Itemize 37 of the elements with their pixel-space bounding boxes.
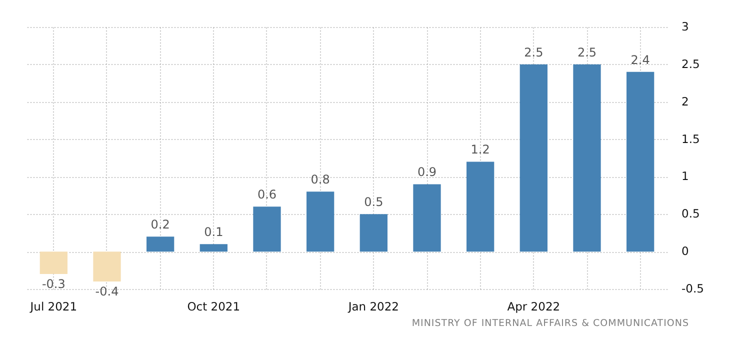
data-label: 1.2 [470, 142, 490, 157]
x-tick-label: Apr 2022 [507, 300, 560, 314]
data-label: 2.5 [524, 45, 544, 60]
bar [360, 214, 388, 252]
bar [40, 252, 68, 274]
x-tick-label: Oct 2021 [187, 300, 240, 314]
bar [200, 244, 228, 252]
data-label: -0.4 [95, 284, 119, 299]
bar [253, 206, 281, 252]
data-label: 0.5 [364, 195, 384, 210]
data-label: -0.3 [42, 277, 66, 292]
y-tick-label: 3 [682, 20, 689, 34]
y-tick-label: -0.5 [682, 282, 704, 296]
y-tick-label: 2 [682, 94, 689, 108]
bar [520, 64, 548, 252]
data-label: 2.5 [577, 45, 597, 60]
data-label: 0.2 [150, 218, 170, 232]
data-label: 2.4 [630, 52, 650, 67]
data-label: 0.6 [257, 188, 277, 202]
data-label: 0.8 [310, 172, 330, 187]
y-tick-label: 0 [682, 244, 689, 258]
y-tick-label: 1.5 [682, 132, 700, 146]
y-tick-label: 1 [682, 169, 689, 184]
bar [626, 72, 654, 252]
bar [573, 64, 601, 252]
bar [146, 236, 174, 252]
x-tick-label: Jan 2022 [347, 300, 399, 314]
data-label: 0.9 [417, 165, 437, 180]
data-label: 0.1 [204, 225, 224, 240]
bar [93, 252, 121, 282]
x-tick-label: Jul 2021 [29, 300, 78, 314]
text: MINISTRY OF INTERNAL AFFAIRS & COMMUNICATIONS [412, 318, 689, 329]
y-tick-label: 0.5 [682, 206, 700, 221]
bar [413, 184, 441, 252]
bar [466, 162, 494, 252]
bar [306, 192, 334, 252]
y-tick-label: 2.5 [682, 56, 700, 71]
